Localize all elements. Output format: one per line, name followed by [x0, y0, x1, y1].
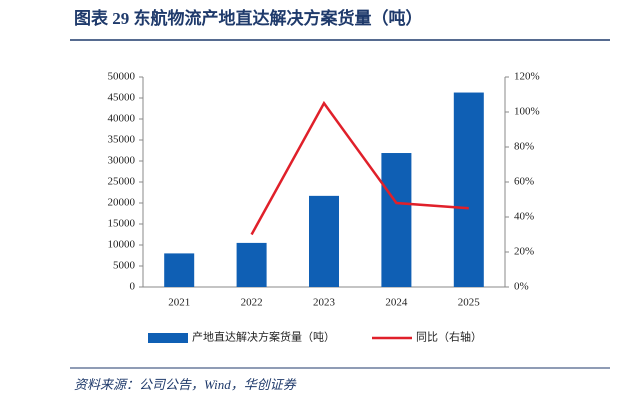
y-tick-label: 20000 — [108, 197, 136, 209]
bar — [164, 253, 195, 287]
x-tick-label: 2025 — [458, 297, 481, 309]
legend-label: 同比（右轴） — [416, 330, 482, 344]
y2-tick-label: 20% — [514, 246, 534, 258]
y2-tick-label: 120% — [514, 71, 540, 83]
source: 资料来源：公司公告，Wind，华创证券 — [74, 377, 297, 392]
x-tick-label: 2023 — [313, 297, 336, 309]
chart-title: 图表 29 东航物流产地直达解决方案货量（吨） — [74, 8, 423, 28]
y-tick-label: 0 — [130, 281, 136, 293]
y-tick-label: 5000 — [113, 260, 136, 272]
y-tick-label: 10000 — [108, 239, 136, 251]
y2-tick-label: 40% — [514, 211, 534, 223]
y-tick-label: 45000 — [108, 92, 136, 104]
bar — [381, 153, 412, 287]
bar — [453, 92, 484, 287]
y-tick-label: 50000 — [108, 71, 136, 83]
bar — [236, 242, 267, 287]
y2-tick-label: 80% — [514, 141, 534, 153]
y-tick-label: 40000 — [108, 113, 136, 125]
legend-label: 产地直达解决方案货量（吨） — [192, 330, 335, 344]
y2-tick-label: 0% — [514, 281, 529, 293]
y-tick-label: 25000 — [108, 176, 136, 188]
y-tick-label: 15000 — [108, 218, 136, 230]
bar — [309, 195, 339, 287]
legend-swatch — [148, 333, 188, 343]
y-tick-label: 35000 — [108, 134, 136, 146]
x-tick-label: 2021 — [168, 297, 190, 309]
line — [250, 100, 469, 236]
y2-tick-label: 100% — [514, 106, 540, 118]
x-tick-label: 2024 — [385, 297, 408, 309]
y2-tick-label: 60% — [514, 176, 534, 188]
y-tick-label: 30000 — [108, 155, 136, 167]
x-tick-label: 2022 — [241, 297, 263, 309]
